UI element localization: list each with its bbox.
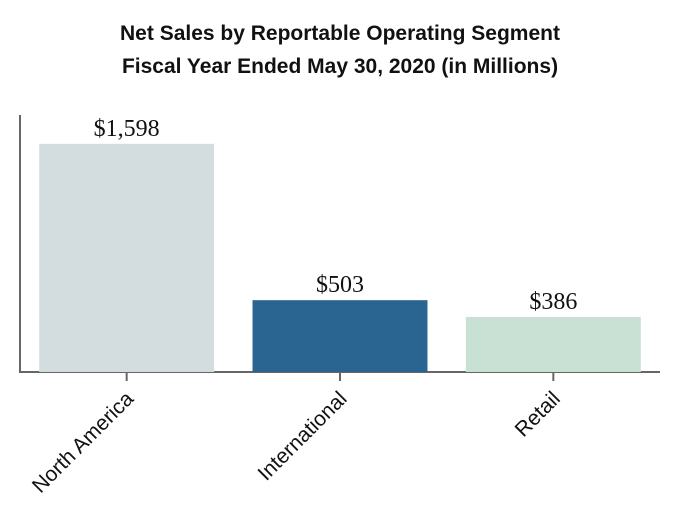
value-label: $1,598: [94, 116, 160, 142]
value-label: $386: [529, 289, 577, 315]
x-tick-label: Retail: [511, 387, 565, 441]
chart-subtitle: Fiscal Year Ended May 30, 2020 (in Milli…: [122, 55, 558, 78]
x-tick-label: International: [254, 387, 352, 485]
x-tick-label: North America: [28, 387, 139, 498]
bar: [252, 300, 428, 372]
value-label: $503: [316, 272, 364, 298]
bar: [39, 143, 215, 372]
bar: [465, 316, 641, 372]
chart-title: Net Sales by Reportable Operating Segmen…: [120, 22, 560, 45]
